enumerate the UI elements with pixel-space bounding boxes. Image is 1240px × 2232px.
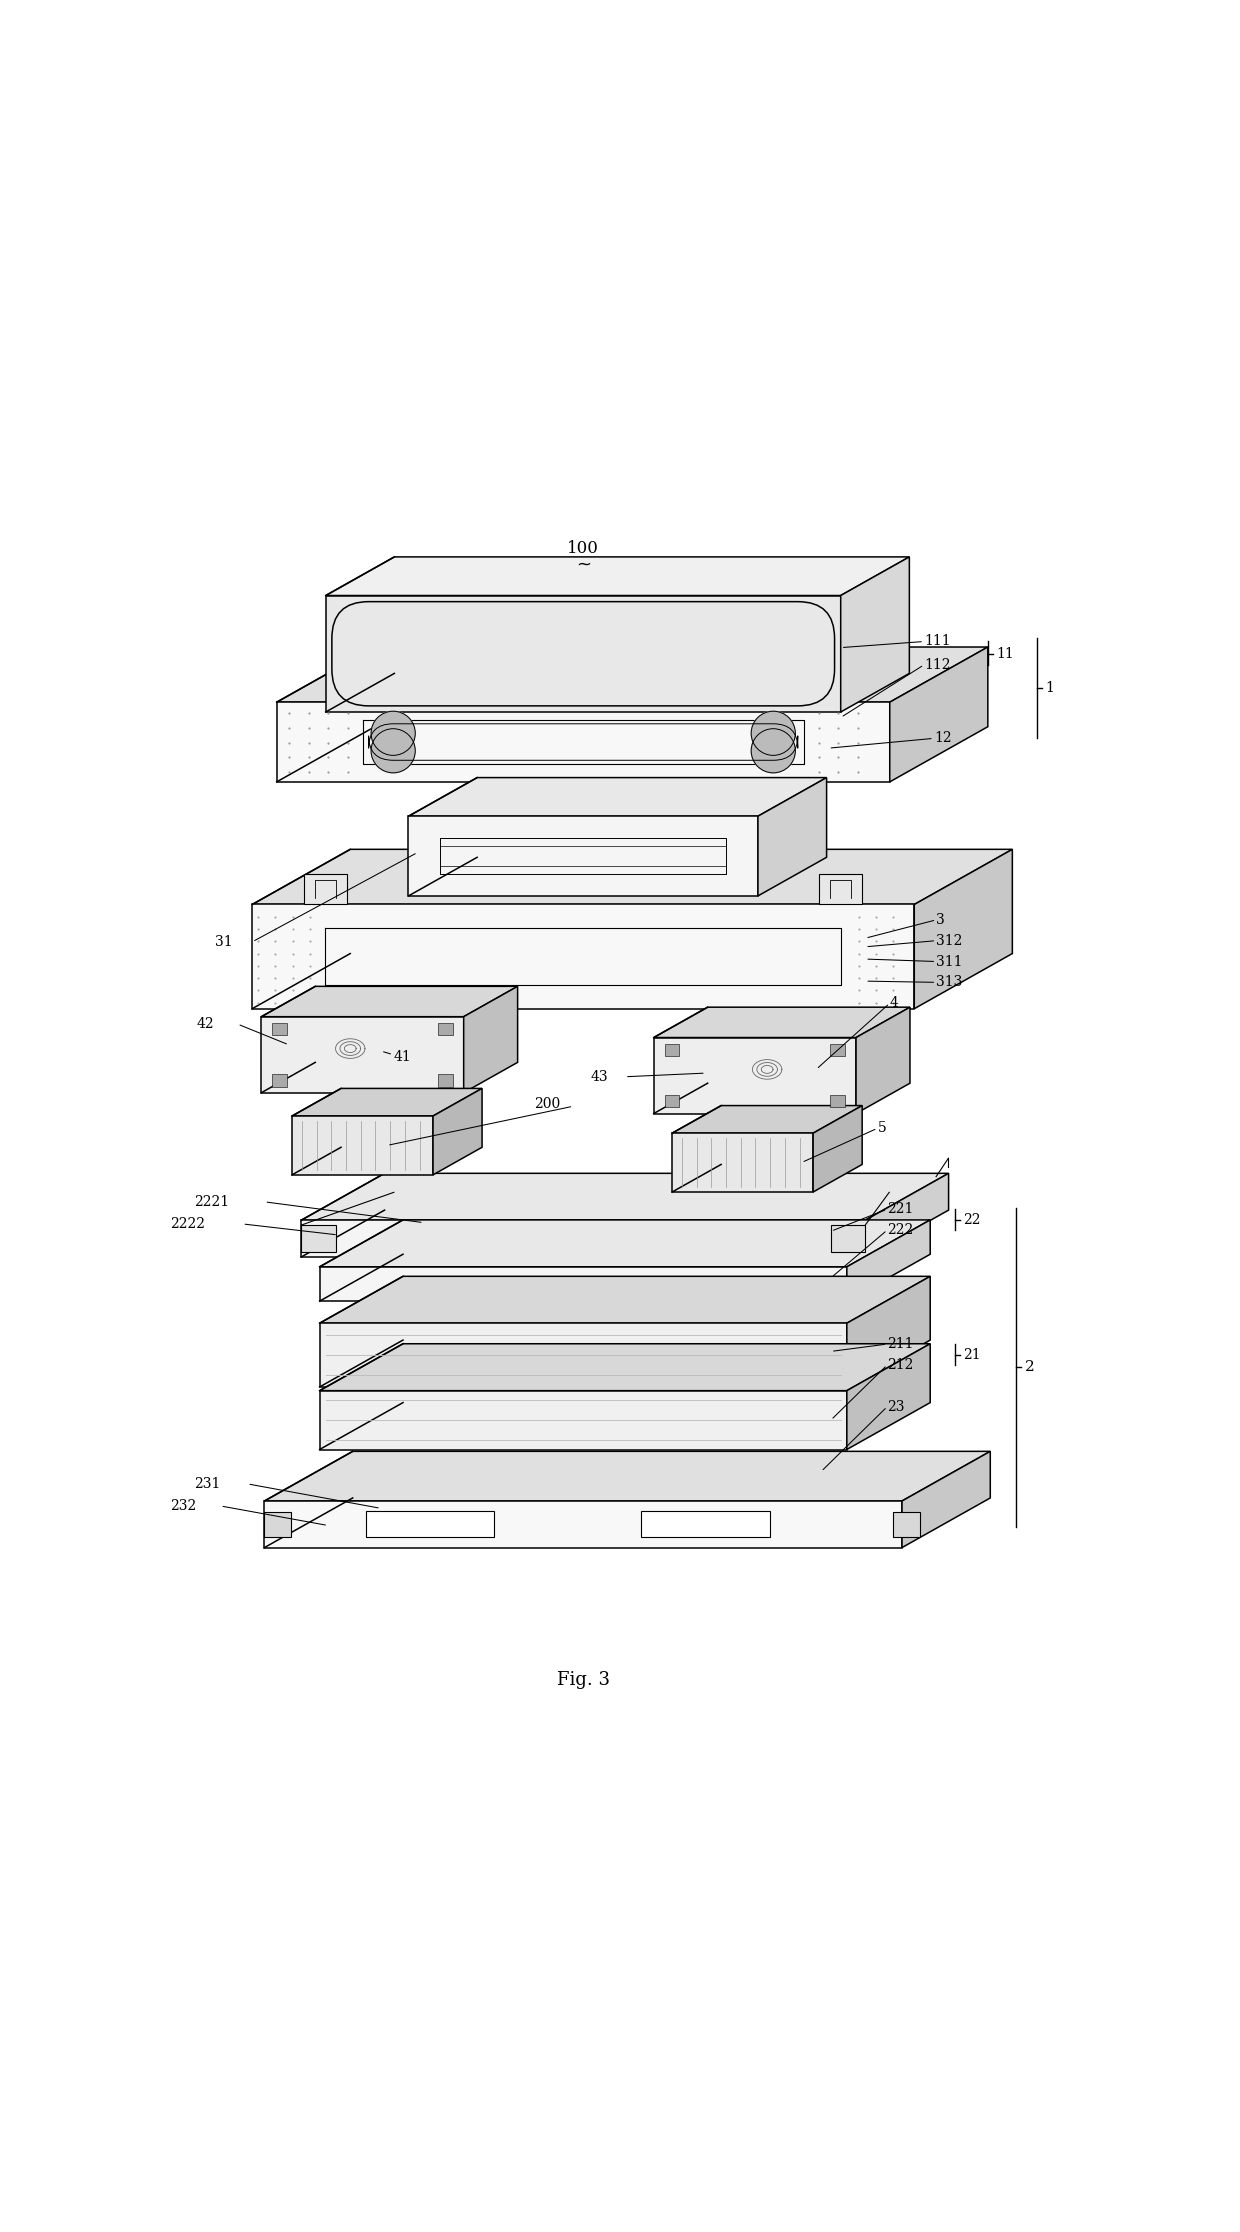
Text: 200: 200 [534, 1096, 560, 1112]
Polygon shape [277, 647, 988, 703]
Text: 5: 5 [878, 1120, 887, 1136]
Text: 22: 22 [963, 1214, 981, 1228]
Circle shape [751, 712, 795, 754]
Text: 212: 212 [888, 1357, 914, 1373]
Bar [831, 1045, 844, 1056]
Text: 221: 221 [888, 1203, 914, 1216]
Bar [665, 1096, 680, 1107]
Bar [273, 1074, 288, 1087]
Text: 312: 312 [936, 933, 962, 949]
Polygon shape [813, 1105, 862, 1192]
Text: 31: 31 [216, 935, 233, 949]
Polygon shape [758, 777, 827, 895]
Polygon shape [301, 1225, 336, 1252]
Polygon shape [320, 1344, 930, 1391]
Bar [831, 1096, 844, 1107]
Polygon shape [264, 1451, 991, 1500]
Polygon shape [326, 596, 841, 712]
Text: 100: 100 [567, 540, 599, 556]
Bar [366, 1511, 495, 1538]
Polygon shape [320, 1268, 847, 1301]
Polygon shape [914, 850, 1012, 1009]
Bar [438, 1022, 453, 1036]
Polygon shape [262, 987, 517, 1018]
Polygon shape [262, 1018, 464, 1094]
Text: 2: 2 [1024, 1359, 1034, 1375]
Polygon shape [672, 1105, 862, 1134]
Polygon shape [408, 817, 758, 895]
Polygon shape [291, 1116, 433, 1174]
Polygon shape [841, 558, 909, 712]
Text: 43: 43 [590, 1069, 608, 1085]
Text: 232: 232 [170, 1500, 196, 1513]
Polygon shape [847, 1221, 930, 1301]
Polygon shape [301, 1221, 866, 1257]
Polygon shape [847, 1277, 930, 1386]
Polygon shape [320, 1324, 847, 1386]
Text: 1: 1 [1045, 681, 1054, 694]
Text: 42: 42 [197, 1018, 215, 1031]
Polygon shape [252, 904, 914, 1009]
Polygon shape [653, 1007, 910, 1038]
Polygon shape [408, 777, 827, 817]
Polygon shape [464, 987, 517, 1094]
Text: 111: 111 [924, 634, 951, 650]
Bar [641, 1511, 770, 1538]
Text: ~: ~ [575, 556, 590, 574]
Polygon shape [866, 1174, 949, 1257]
Text: 23: 23 [888, 1399, 905, 1413]
Polygon shape [672, 1134, 813, 1192]
Polygon shape [831, 1225, 866, 1252]
Text: 12: 12 [934, 732, 951, 745]
Text: 231: 231 [195, 1478, 221, 1491]
Text: 2221: 2221 [195, 1194, 229, 1210]
Circle shape [371, 728, 415, 772]
Text: 4: 4 [890, 995, 899, 1011]
Bar [273, 1022, 288, 1036]
Polygon shape [847, 1344, 930, 1449]
Polygon shape [301, 1174, 949, 1221]
Polygon shape [890, 647, 988, 781]
Text: 313: 313 [936, 975, 962, 989]
Text: Fig. 3: Fig. 3 [557, 1672, 610, 1690]
Polygon shape [304, 875, 347, 904]
Text: 311: 311 [936, 955, 962, 969]
Polygon shape [320, 1277, 930, 1324]
Polygon shape [326, 558, 909, 596]
Polygon shape [653, 1038, 856, 1114]
Polygon shape [820, 875, 862, 904]
Text: 41: 41 [393, 1049, 410, 1065]
Bar [438, 1074, 453, 1087]
Text: 11: 11 [997, 647, 1014, 661]
Polygon shape [264, 1500, 901, 1547]
Circle shape [371, 712, 415, 754]
Polygon shape [901, 1451, 991, 1547]
Polygon shape [320, 1391, 847, 1449]
Polygon shape [291, 1089, 482, 1116]
Polygon shape [433, 1089, 482, 1174]
Polygon shape [277, 703, 890, 781]
Polygon shape [252, 850, 1012, 904]
Text: 2222: 2222 [170, 1216, 205, 1230]
Text: 3: 3 [936, 913, 945, 926]
Bar [264, 1511, 291, 1536]
Text: 222: 222 [888, 1223, 914, 1237]
Text: 21: 21 [963, 1348, 981, 1362]
Polygon shape [856, 1007, 910, 1114]
Text: 211: 211 [888, 1337, 914, 1350]
Bar [665, 1045, 680, 1056]
Text: 112: 112 [924, 658, 951, 672]
Circle shape [751, 728, 795, 772]
Bar [893, 1511, 920, 1536]
Polygon shape [320, 1221, 930, 1268]
